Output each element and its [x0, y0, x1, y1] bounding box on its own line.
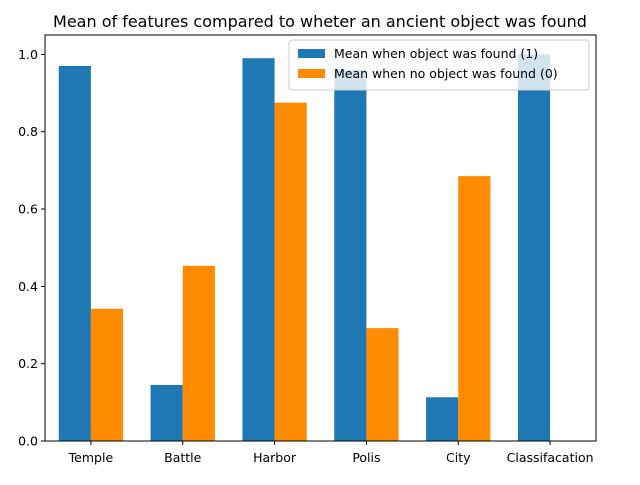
- y-tick-label: 0.4: [18, 279, 38, 294]
- legend-swatch-series-2: [298, 69, 325, 78]
- bar-polis-series-2: [366, 328, 399, 441]
- y-tick-label: 1.0: [18, 47, 38, 62]
- x-tick-label: Temple: [68, 450, 114, 465]
- x-tick-label: Classifacation: [507, 450, 594, 465]
- bar-city-series-2: [458, 176, 491, 441]
- bar-temple-series-2: [90, 308, 124, 441]
- bar-classifacation-series-1: [517, 54, 551, 441]
- x-tick-label: City: [446, 450, 471, 465]
- legend-label-series-2: Mean when no object was found (0): [334, 66, 558, 81]
- y-axis: 0.0 0.2 0.4 0.6 0.8 1.0: [18, 47, 45, 449]
- chart-title: Mean of features compared to wheter an a…: [53, 12, 587, 31]
- x-axis: Temple Battle Harbor Polis City Classifacatio…: [68, 441, 594, 465]
- y-tick-label: 0.2: [18, 356, 38, 371]
- bar-temple-series-1: [58, 65, 91, 441]
- axes-frame: [44, 34, 597, 442]
- x-tick-label: Battle: [164, 450, 202, 465]
- bar-battle-series-2: [182, 265, 215, 441]
- bar-polis-series-1: [334, 69, 367, 442]
- bar-city-series-1: [426, 397, 459, 441]
- plot-area: [44, 34, 597, 442]
- legend-box: [288, 39, 590, 91]
- y-tick-label: 0.8: [18, 124, 38, 139]
- legend-swatch-series-1: [298, 49, 325, 58]
- bar-battle-series-1: [150, 384, 183, 441]
- legend-label-series-1: Mean when object was found (1): [334, 46, 538, 61]
- y-tick-label: 0.0: [18, 434, 38, 449]
- x-tick-label: Harbor: [253, 450, 297, 465]
- bar-harbor-series-1: [242, 58, 275, 441]
- x-tick-label: Polis: [352, 450, 380, 465]
- y-tick-label: 0.6: [18, 202, 38, 217]
- bar-harbor-series-2: [274, 102, 307, 442]
- legend: Mean when object was found (1) Mean when …: [288, 39, 590, 91]
